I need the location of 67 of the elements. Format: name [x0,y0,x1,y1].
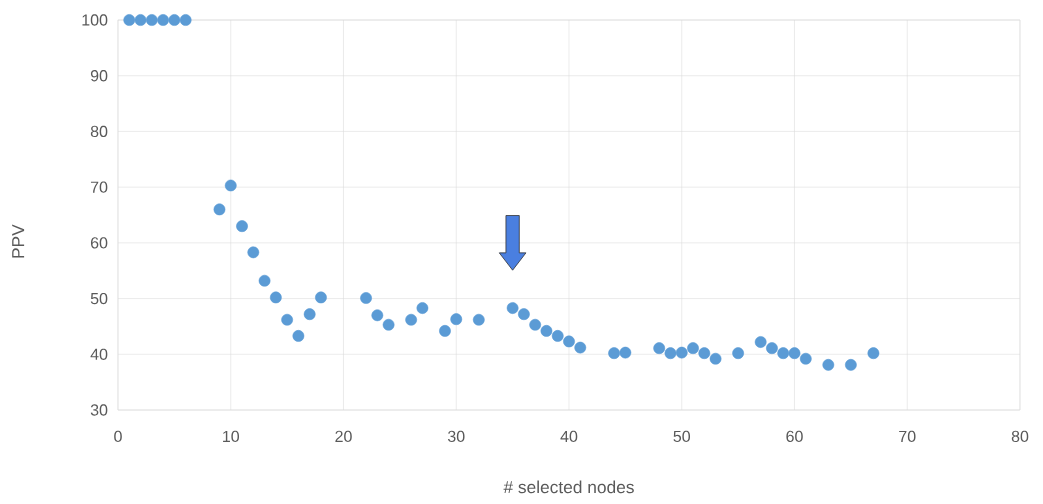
point [788,347,801,360]
point [540,325,553,337]
x-tick-label: 30 [447,430,465,443]
point [405,313,418,326]
y-tick-label: 80 [90,125,108,138]
point [506,302,519,314]
point [822,359,835,371]
point [371,309,384,322]
point [732,347,744,360]
x-tick-label: 0 [114,430,122,443]
point [529,318,542,331]
point [292,330,305,342]
x-tick-label: 50 [673,430,691,443]
y-axis-title: PPV [12,224,25,258]
point [224,179,237,192]
point [450,313,463,326]
y-tick-label: 60 [90,237,108,249]
point [608,347,620,360]
point [653,342,666,355]
point [258,274,271,287]
point [664,347,677,360]
point [281,313,293,326]
point [687,342,699,355]
point [574,341,587,354]
point [439,325,451,337]
x-tick-label: 70 [899,430,916,443]
point [766,342,778,355]
x-axis-title: # selected nodes [503,480,634,494]
point [360,292,372,304]
point [867,347,880,360]
point [303,308,316,321]
point [123,14,136,26]
point [382,318,395,331]
point [675,346,688,359]
point [709,352,722,365]
y-tick-label: 40 [90,348,108,360]
point [754,336,767,348]
point [236,220,248,233]
point [247,246,260,259]
y-tick-label: 30 [90,404,108,416]
x-tick-label: 80 [1011,430,1029,443]
y-tick-label: 100 [82,14,108,26]
point [315,291,327,304]
point [563,335,575,348]
point [518,308,530,321]
x-tick-label: 60 [786,430,803,443]
point [168,14,181,26]
point [157,14,169,26]
point [777,347,790,360]
point [213,203,226,216]
y-tick-label: 90 [90,70,108,82]
x-tick-label: 10 [223,430,240,443]
point [551,330,564,342]
x-tick-label: 40 [560,430,578,443]
point [799,352,812,365]
point [145,14,158,26]
point [845,359,857,371]
y-tick-label: 50 [90,292,108,305]
x-tick-label: 20 [335,430,352,443]
point [416,302,429,314]
y-tick-label: 70 [90,181,108,193]
point [698,347,711,360]
point [134,14,147,26]
point [269,291,282,304]
point [619,346,632,359]
point [472,313,485,326]
point [179,14,192,26]
